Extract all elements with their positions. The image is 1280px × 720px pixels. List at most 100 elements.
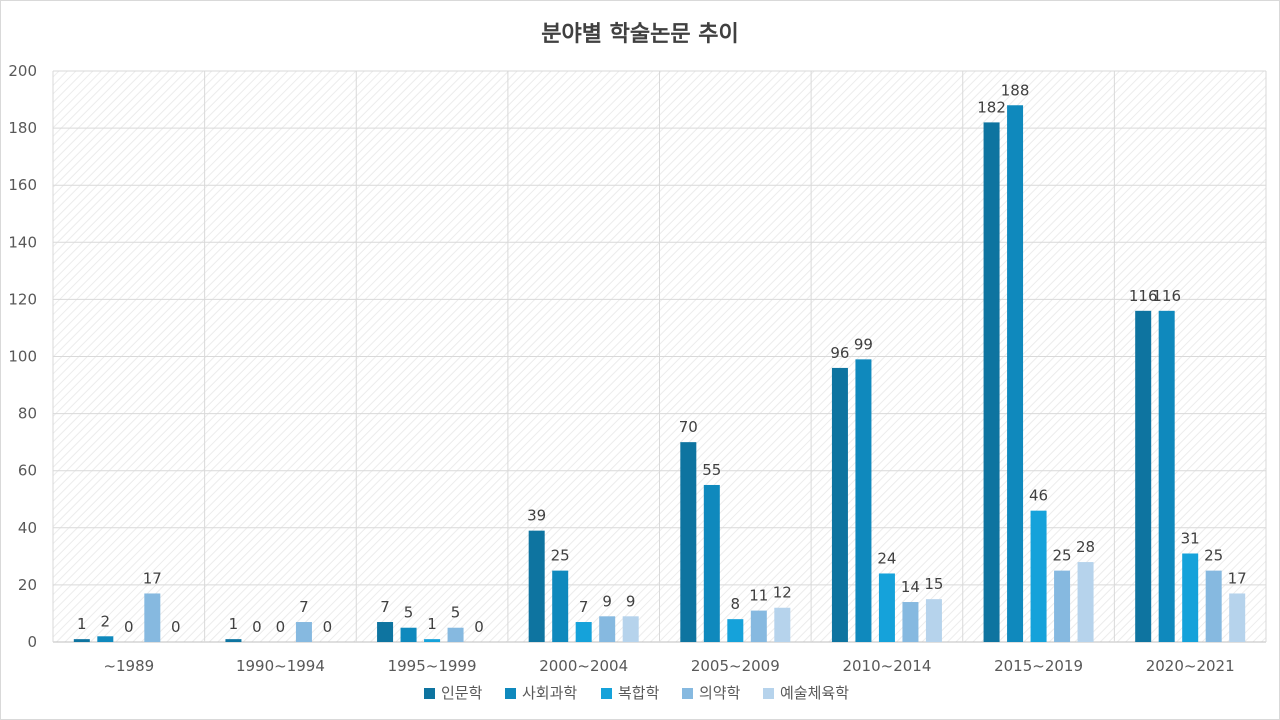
bar	[703, 484, 720, 642]
bar	[1077, 562, 1094, 642]
legend-swatch	[682, 688, 693, 699]
bar-value-label: 1	[229, 615, 239, 633]
bar-value-label: 9	[602, 592, 612, 610]
legend-label: 의약학	[699, 684, 741, 702]
bar	[1182, 553, 1199, 642]
bar-value-label: 28	[1076, 538, 1095, 556]
bar-value-label: 8	[731, 595, 741, 613]
bar-value-label: 25	[1204, 547, 1223, 565]
legend-item: 의약학	[682, 684, 741, 702]
bar	[447, 627, 464, 642]
bar	[73, 639, 90, 642]
bar-value-label: 0	[276, 618, 286, 636]
bar	[902, 602, 919, 642]
bar	[855, 359, 872, 642]
bar	[774, 607, 791, 642]
legend-swatch	[763, 688, 774, 699]
bar-value-label: 14	[901, 578, 920, 596]
bar	[925, 599, 942, 642]
x-category-label: ~1989	[103, 657, 154, 675]
legend-label: 사회과학	[522, 684, 577, 702]
bar-value-label: 116	[1129, 287, 1158, 305]
legend-label: 인문학	[441, 684, 483, 702]
bar	[750, 610, 767, 642]
bar-value-label: 17	[1228, 569, 1247, 587]
bar-value-label: 24	[877, 549, 896, 567]
bar-value-label: 0	[323, 618, 333, 636]
y-tick-label: 100	[8, 348, 37, 366]
bar-value-label: 0	[252, 618, 262, 636]
bar	[1007, 105, 1024, 642]
bar-value-label: 39	[527, 507, 546, 525]
x-axis-categories: ~1989 1990~1994 1995~1999 2000~2004 2005~200…	[103, 657, 1234, 675]
bar	[878, 573, 895, 642]
bar-value-label: 12	[773, 584, 792, 602]
bar-value-label: 70	[679, 418, 698, 436]
bar-value-label: 25	[551, 547, 570, 565]
y-tick-label: 20	[18, 576, 37, 594]
y-tick-label: 120	[8, 290, 37, 308]
bar-value-label: 5	[451, 604, 461, 622]
bar	[1158, 310, 1175, 642]
bar-value-label: 7	[380, 598, 390, 616]
bar	[144, 593, 161, 642]
legend: 인문학 사회과학 복합학 의약학 예술체육학	[424, 684, 849, 702]
bar-value-label: 182	[977, 98, 1006, 116]
bar	[680, 442, 697, 642]
bar	[1205, 570, 1222, 642]
bar-value-label: 188	[1001, 81, 1030, 99]
bar	[225, 639, 242, 642]
bar	[97, 636, 114, 642]
bar	[599, 616, 616, 642]
bars	[73, 105, 1246, 642]
bar-value-label: 5	[404, 604, 414, 622]
y-tick-label: 180	[8, 119, 37, 137]
bar-value-label: 11	[749, 587, 768, 605]
y-tick-label: 140	[8, 233, 37, 251]
bar-value-label: 0	[171, 618, 181, 636]
bar	[727, 619, 744, 642]
gridlines	[52, 70, 1267, 643]
legend-item: 사회과학	[505, 684, 577, 702]
x-category-label: 2015~2019	[994, 657, 1083, 675]
bar	[552, 570, 569, 642]
bar-value-label: 31	[1181, 529, 1200, 547]
legend-item: 예술체육학	[763, 684, 849, 702]
x-category-label: 2000~2004	[539, 657, 628, 675]
x-category-label: 2010~2014	[842, 657, 931, 675]
x-category-label: 1990~1994	[236, 657, 325, 675]
bar	[1030, 510, 1047, 642]
y-tick-label: 0	[27, 633, 37, 651]
bar-value-label: 2	[101, 612, 111, 630]
bar-value-label: 0	[124, 618, 134, 636]
bar-value-label: 1	[77, 615, 87, 633]
y-axis-ticks: 0 20 40 60 80 100 120 140 160 180 200	[8, 62, 37, 651]
bar	[983, 122, 1000, 642]
bar	[528, 530, 545, 642]
bar-value-label: 96	[830, 344, 849, 362]
x-category-label: 2005~2009	[691, 657, 780, 675]
bar-value-label: 17	[143, 569, 162, 587]
bar-value-label: 46	[1029, 487, 1048, 505]
legend-item: 인문학	[424, 684, 483, 702]
legend-label: 복합학	[618, 684, 660, 702]
x-category-label: 2020~2021	[1146, 657, 1235, 675]
bar	[1054, 570, 1071, 642]
bar	[1229, 593, 1246, 642]
bar-value-label: 99	[854, 335, 873, 353]
bar	[295, 622, 312, 642]
y-tick-label: 40	[18, 519, 37, 537]
bar-value-label: 55	[702, 461, 721, 479]
legend-swatch	[601, 688, 612, 699]
y-tick-label: 80	[18, 405, 37, 423]
bar-value-label: 1	[427, 615, 437, 633]
bar	[622, 616, 639, 642]
bar	[831, 367, 848, 642]
y-tick-label: 60	[18, 462, 37, 480]
legend-item: 복합학	[601, 684, 660, 702]
legend-swatch	[424, 688, 435, 699]
bar-value-label: 25	[1053, 547, 1072, 565]
